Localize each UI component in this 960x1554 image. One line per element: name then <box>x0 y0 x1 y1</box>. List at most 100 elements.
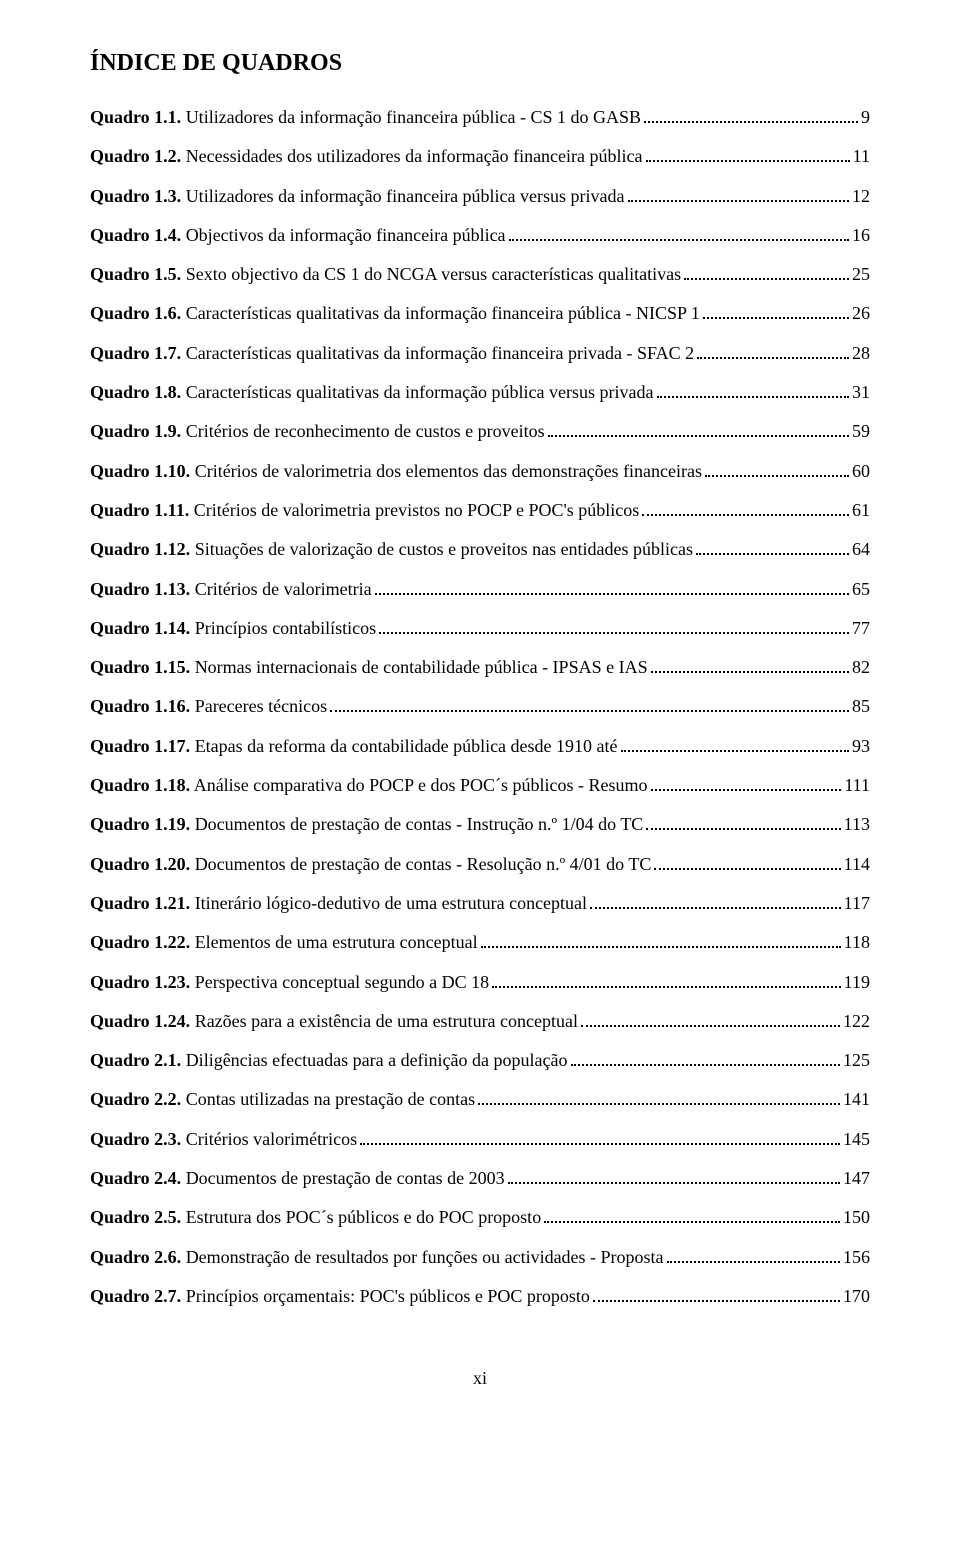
toc-entry-page: 61 <box>852 498 870 522</box>
toc-entry: Quadro 1.17. Etapas da reforma da contab… <box>90 734 870 758</box>
toc-leader-dots <box>590 895 841 909</box>
toc-entry-description: Características qualitativas da informaç… <box>181 382 653 402</box>
toc-entry-prefix: Quadro 1.3. <box>90 186 181 206</box>
toc-entry-description: Etapas da reforma da contabilidade públi… <box>190 736 617 756</box>
page-number-footer: xi <box>90 1368 870 1389</box>
toc-entry: Quadro 1.13. Critérios de valorimetria65 <box>90 577 870 601</box>
toc-entry-prefix: Quadro 2.4. <box>90 1168 181 1188</box>
toc-entry: Quadro 1.23. Perspectiva conceptual segu… <box>90 970 870 994</box>
toc-entry-prefix: Quadro 1.4. <box>90 225 181 245</box>
toc-entry-prefix: Quadro 1.17. <box>90 736 190 756</box>
toc-entry-page: 26 <box>852 301 870 325</box>
toc-entry: Quadro 1.11. Critérios de valorimetria p… <box>90 498 870 522</box>
toc-entry: Quadro 1.14. Princípios contabilísticos 7… <box>90 616 870 640</box>
toc-leader-dots <box>644 109 858 123</box>
toc-entry-prefix: Quadro 1.16. <box>90 696 190 716</box>
toc-entry-prefix: Quadro 2.2. <box>90 1089 181 1109</box>
toc-entry-prefix: Quadro 1.18. <box>90 775 190 795</box>
toc-leader-dots <box>478 1091 840 1105</box>
toc-entry-prefix: Quadro 2.5. <box>90 1207 181 1227</box>
toc-leader-dots <box>581 1012 840 1026</box>
toc-leader-dots <box>684 266 849 280</box>
toc-entry-prefix: Quadro 2.1. <box>90 1050 181 1070</box>
toc-entry-label: Quadro 1.9. Critérios de reconhecimento … <box>90 419 545 443</box>
toc-entry: Quadro 1.20. Documentos de prestação de … <box>90 852 870 876</box>
toc-entry: Quadro 2.2. Contas utilizadas na prestaç… <box>90 1087 870 1111</box>
toc-entry-prefix: Quadro 1.15. <box>90 657 190 677</box>
toc-entry: Quadro 1.3. Utilizadores da informação f… <box>90 184 870 208</box>
toc-entry: Quadro 1.21. Itinerário lógico-dedutivo … <box>90 891 870 915</box>
toc-entry-label: Quadro 1.7. Características qualitativas… <box>90 341 694 365</box>
toc-entry: Quadro 1.18. Análise comparativa do POCP… <box>90 773 870 797</box>
toc-leader-dots <box>544 1209 840 1223</box>
toc-entry-prefix: Quadro 2.6. <box>90 1247 181 1267</box>
toc-entry-prefix: Quadro 1.14. <box>90 618 190 638</box>
toc-entry-prefix: Quadro 1.19. <box>90 814 190 834</box>
toc-entry-prefix: Quadro 1.21. <box>90 893 190 913</box>
toc-entry-label: Quadro 2.3. Critérios valorimétricos <box>90 1127 357 1151</box>
toc-entry-description: Situações de valorização de custos e pro… <box>190 539 693 559</box>
toc-entry-label: Quadro 1.14. Princípios contabilísticos <box>90 616 376 640</box>
toc-entry-description: Contas utilizadas na prestação de contas <box>181 1089 475 1109</box>
toc-entry-page: 111 <box>844 773 870 797</box>
toc-entry-description: Características qualitativas da informaç… <box>181 303 700 323</box>
toc-entry-description: Documentos de prestação de contas - Inst… <box>190 814 643 834</box>
toc-leader-dots <box>654 855 840 869</box>
toc-list: Quadro 1.1. Utilizadores da informação f… <box>90 105 870 1308</box>
toc-leader-dots <box>667 1248 840 1262</box>
toc-entry-label: Quadro 1.24. Razões para a existência de… <box>90 1009 578 1033</box>
toc-leader-dots <box>657 384 849 398</box>
toc-leader-dots <box>705 462 849 476</box>
toc-entry-page: 77 <box>852 616 870 640</box>
toc-entry-page: 82 <box>852 655 870 679</box>
toc-entry-label: Quadro 1.4. Objectivos da informação fin… <box>90 223 506 247</box>
toc-entry: Quadro 1.5. Sexto objectivo da CS 1 do N… <box>90 262 870 286</box>
toc-entry-description: Elementos de uma estrutura conceptual <box>190 932 477 952</box>
toc-entry-prefix: Quadro 1.23. <box>90 972 190 992</box>
toc-entry-prefix: Quadro 1.10. <box>90 461 190 481</box>
toc-entry-page: 125 <box>843 1048 870 1072</box>
toc-entry-page: 16 <box>852 223 870 247</box>
toc-entry-description: Estrutura dos POC´s públicos e do POC pr… <box>181 1207 541 1227</box>
toc-entry-description: Objectivos da informação financeira públ… <box>181 225 505 245</box>
toc-entry: Quadro 1.24. Razões para a existência de… <box>90 1009 870 1033</box>
toc-entry-label: Quadro 1.10. Critérios de valorimetria d… <box>90 459 702 483</box>
toc-entry-description: Critérios valorimétricos <box>181 1129 357 1149</box>
toc-entry: Quadro 2.5. Estrutura dos POC´s públicos… <box>90 1205 870 1229</box>
toc-entry-description: Utilizadores da informação financeira pú… <box>181 186 624 206</box>
toc-entry-label: Quadro 1.5. Sexto objectivo da CS 1 do N… <box>90 262 681 286</box>
toc-entry-prefix: Quadro 1.22. <box>90 932 190 952</box>
toc-entry-prefix: Quadro 1.20. <box>90 854 190 874</box>
toc-entry-page: 85 <box>852 694 870 718</box>
toc-entry-description: Razões para a existência de uma estrutur… <box>190 1011 578 1031</box>
toc-entry-description: Princípios orçamentais: POC's públicos e… <box>181 1286 590 1306</box>
toc-leader-dots <box>481 934 841 948</box>
toc-entry-page: 141 <box>843 1087 870 1111</box>
toc-entry-page: 147 <box>843 1166 870 1190</box>
toc-entry: Quadro 2.4. Documentos de prestação de c… <box>90 1166 870 1190</box>
toc-entry-description: Diligências efectuadas para a definição … <box>181 1050 567 1070</box>
toc-entry-page: 156 <box>843 1245 870 1269</box>
toc-entry-description: Critérios de valorimetria <box>190 579 371 599</box>
toc-entry-description: Critérios de reconhecimento de custos e … <box>181 421 544 441</box>
toc-entry-page: 170 <box>843 1284 870 1308</box>
toc-entry: Quadro 1.6. Características qualitativas… <box>90 301 870 325</box>
toc-entry: Quadro 1.7. Características qualitativas… <box>90 341 870 365</box>
toc-entry-description: Análise comparativa do POCP e dos POC´s … <box>190 775 647 795</box>
toc-leader-dots <box>571 1052 841 1066</box>
toc-entry-description: Critérios de valorimetria previstos no P… <box>189 500 639 520</box>
toc-leader-dots <box>360 1130 840 1144</box>
toc-entry-description: Demonstração de resultados por funções o… <box>181 1247 663 1267</box>
toc-entry-description: Características qualitativas da informaç… <box>181 343 694 363</box>
toc-entry-prefix: Quadro 1.12. <box>90 539 190 559</box>
toc-entry-description: Pareceres técnicos <box>190 696 327 716</box>
toc-leader-dots <box>379 619 849 633</box>
toc-entry: Quadro 1.12. Situações de valorização de… <box>90 537 870 561</box>
toc-entry: Quadro 1.10. Critérios de valorimetria d… <box>90 459 870 483</box>
toc-leader-dots <box>621 737 849 751</box>
toc-entry-description: Princípios contabilísticos <box>190 618 376 638</box>
toc-entry-description: Sexto objectivo da CS 1 do NCGA versus c… <box>181 264 681 284</box>
toc-entry-page: 59 <box>852 419 870 443</box>
toc-entry-label: Quadro 2.2. Contas utilizadas na prestaç… <box>90 1087 475 1111</box>
toc-entry-description: Normas internacionais de contabilidade p… <box>190 657 647 677</box>
